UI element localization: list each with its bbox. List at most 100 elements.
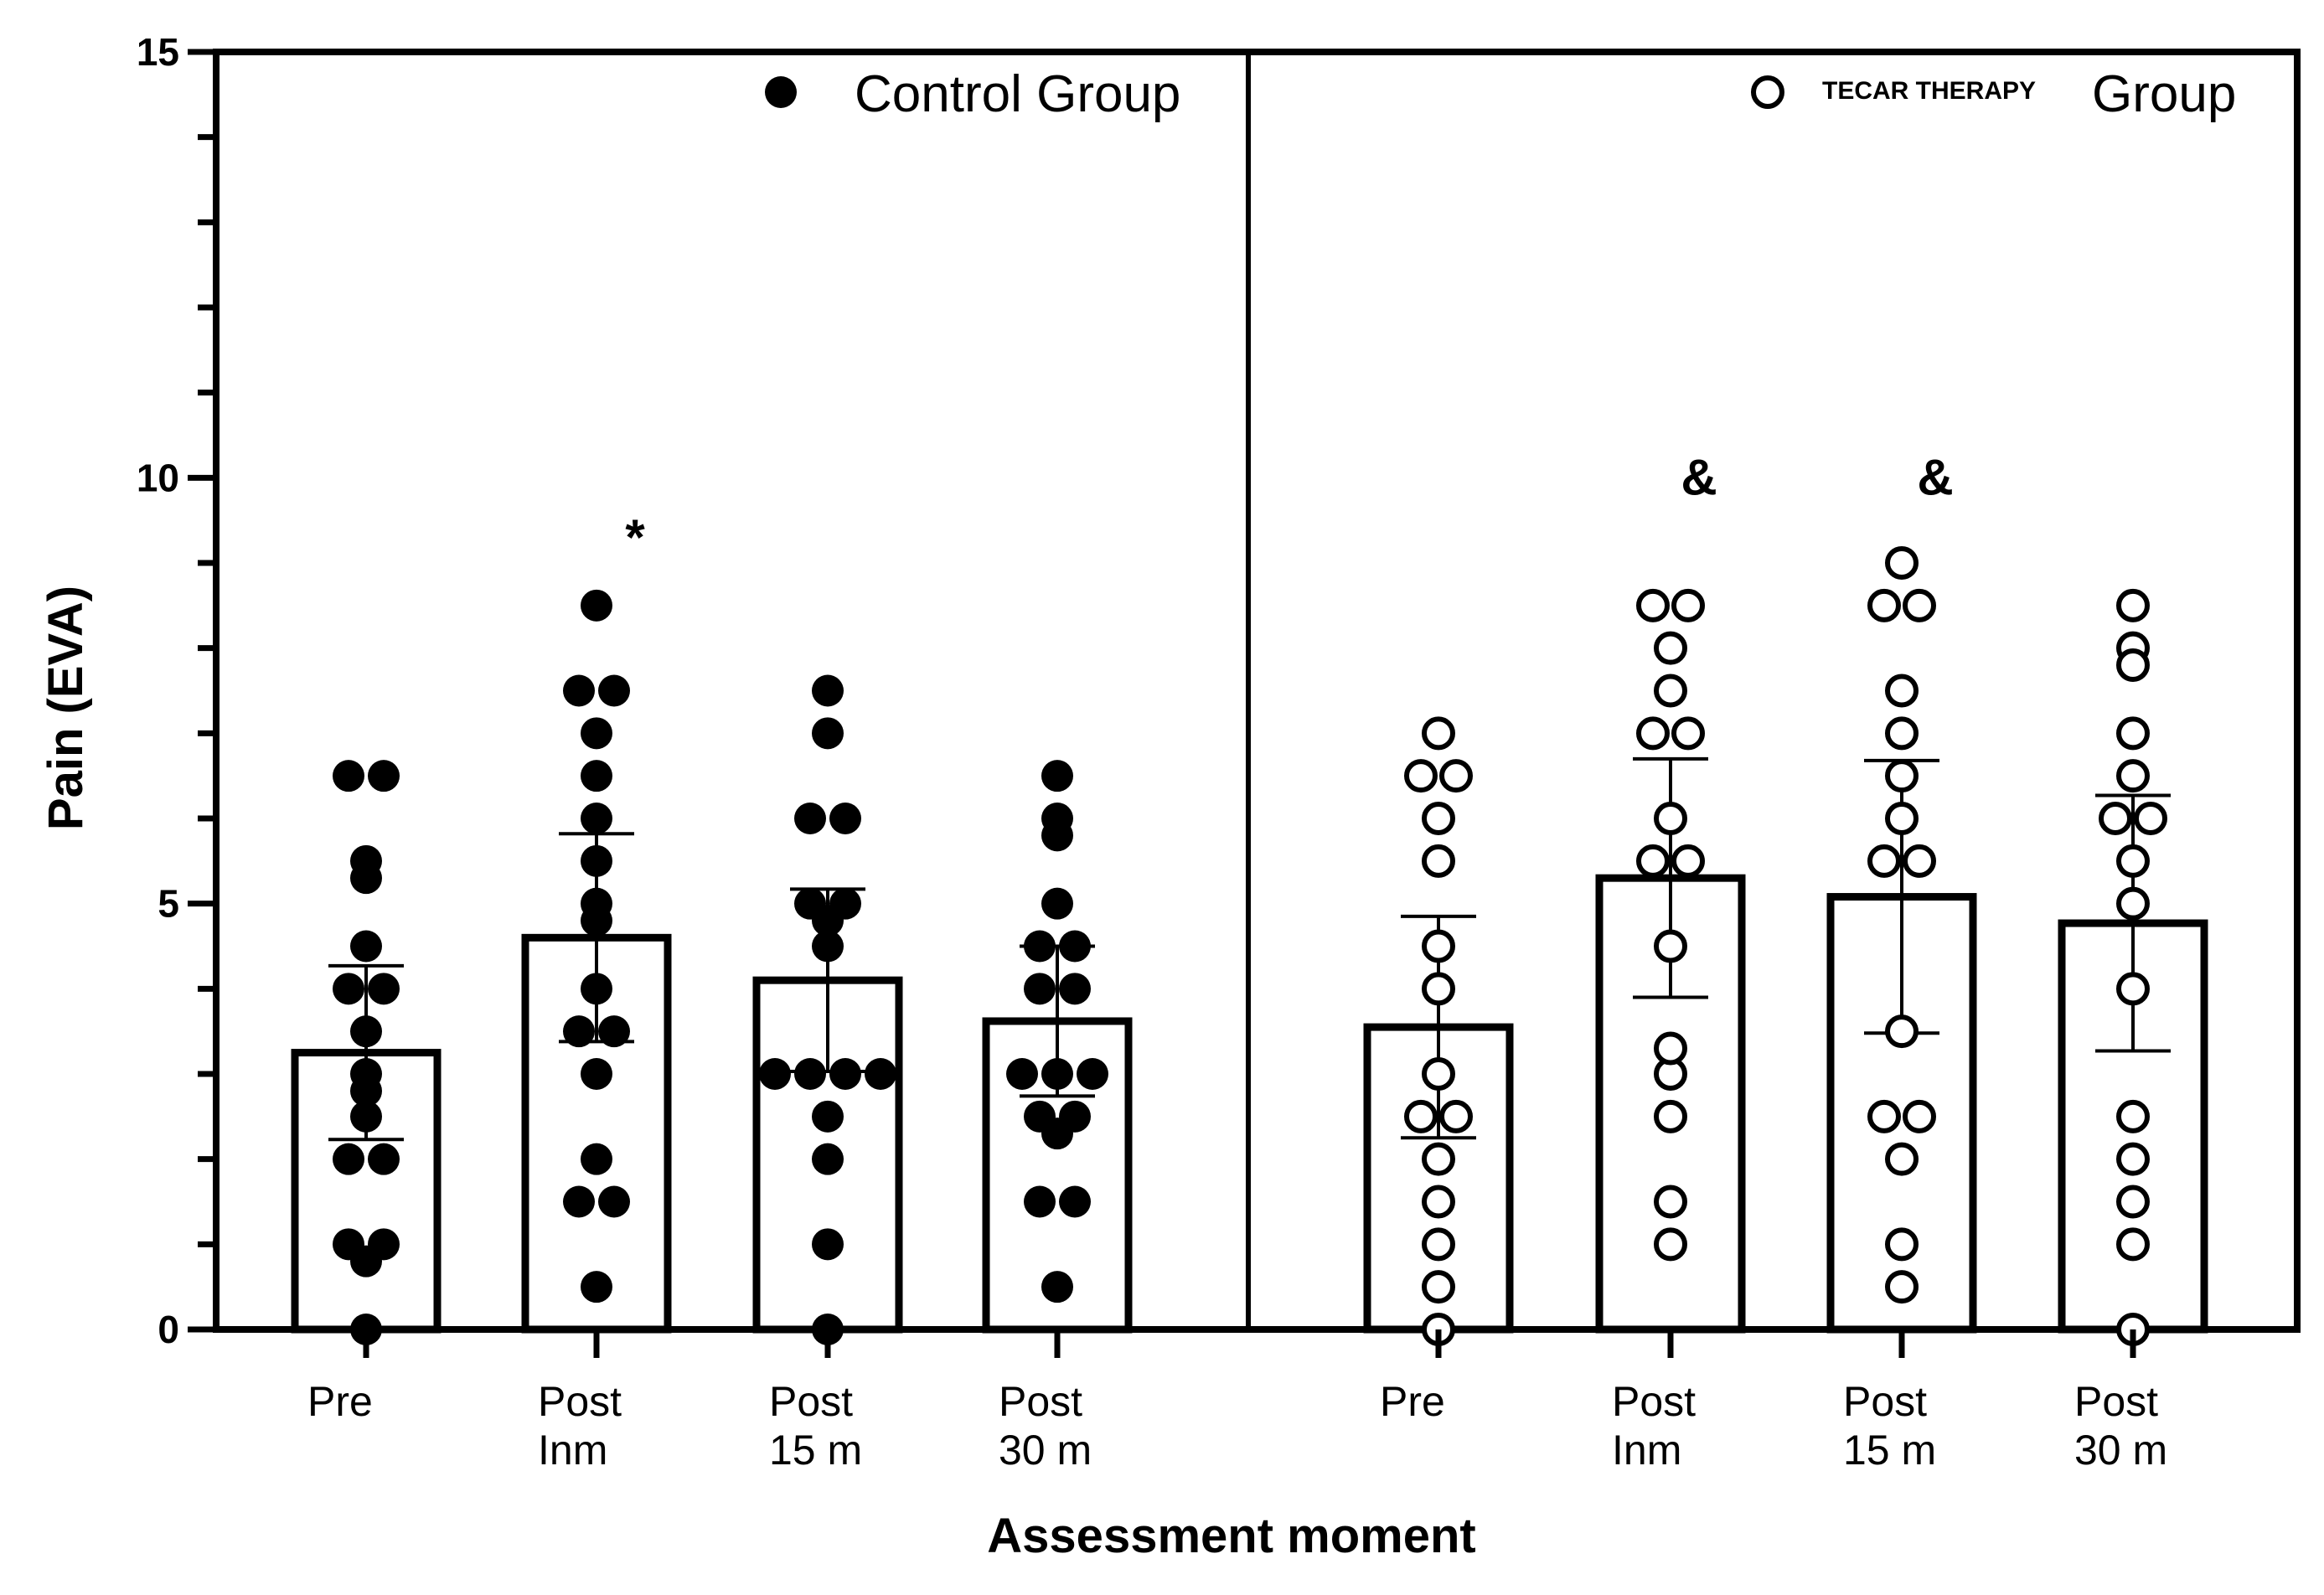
data-point [812,930,844,963]
data-point [563,674,595,707]
data-point [1885,674,1919,708]
data-point [350,1015,382,1048]
data-point [581,589,612,622]
data-point [1636,716,1670,751]
data-point [1059,973,1091,1005]
data-point [1422,1270,1455,1304]
data-point [1885,546,1919,580]
y-tick-label: 10 [137,456,179,499]
data-point [581,1058,612,1090]
y-tick-label: 0 [158,1308,179,1351]
data-point [1636,844,1670,878]
data-point [598,1015,630,1048]
data-point [333,1143,364,1175]
significance-annotation: & [1681,450,1717,506]
data-point [1422,802,1455,835]
data-point [865,1058,896,1090]
x-tick-label-line: 15 m [769,1427,862,1474]
data-point [1654,802,1687,835]
data-point [1439,759,1473,793]
data-point [1041,1271,1073,1303]
x-axis-title: Assessment moment [987,1509,1475,1563]
data-point [1654,1227,1687,1262]
data-point [581,1271,612,1303]
data-point [563,1185,595,1218]
data-point [1885,759,1919,793]
data-point [1059,1185,1091,1218]
data-point [1422,929,1455,963]
data-point [581,844,612,877]
data-point [1867,588,1901,622]
data-point [1422,844,1455,878]
x-tick-label: Pre [1380,1378,1445,1425]
data-point [1422,1185,1455,1219]
x-tick-label-line: Pre [1380,1378,1445,1425]
data-point [794,803,826,834]
data-point [333,973,364,1005]
x-tick-label-line: 30 m [2074,1427,2167,1474]
data-point [581,803,612,834]
x-tick-label: Post 30 m [999,1378,1092,1474]
x-tick-label: Post 15 m [1843,1378,1936,1474]
legend-tecar-group-label: Group [2092,65,2236,123]
legend-control-marker [765,76,797,108]
x-tick-label: Post 30 m [2074,1378,2167,1474]
data-point [1059,930,1091,963]
data-point [1422,1057,1455,1091]
data-point [1422,972,1455,1006]
data-point [812,1143,844,1175]
data-point [1041,760,1073,792]
data-point [1903,588,1936,622]
data-point [350,1075,382,1107]
data-point [1885,1014,1919,1049]
y-axis: 0 5 10 15 [137,30,216,1351]
data-point [368,973,400,1005]
y-tick-label: 5 [158,882,179,926]
data-point [1422,1227,1455,1262]
data-point [2116,844,2150,878]
data-point [1654,1099,1687,1133]
x-tick-label: Post Inm [1612,1378,1696,1474]
data-point [2116,716,2150,751]
x-tick-label-line: 30 m [999,1427,1092,1474]
data-point [1422,1142,1455,1176]
data-point [1903,844,1936,878]
data-point [1867,844,1901,878]
data-point [1041,1118,1073,1150]
data-point [2134,802,2167,835]
data-point [1439,1099,1473,1133]
data-point [1041,887,1073,920]
data-point [812,905,844,937]
data-point [2116,588,2150,622]
data-point [2116,1142,2150,1176]
data-point [794,1058,826,1090]
data-point [2116,972,2150,1006]
data-point [759,1058,791,1090]
data-point [350,930,382,963]
data-point [1885,1142,1919,1176]
data-point [1671,588,1705,622]
data-point [1885,716,1919,751]
data-point [581,905,612,937]
data-point [598,1185,630,1218]
points-layer [333,546,2167,1346]
bar [521,933,672,1334]
x-tick-label-line: Inm [1612,1427,1681,1474]
data-point [1654,674,1687,708]
data-point [812,674,844,707]
x-tick-label-line: Post [538,1378,622,1425]
data-point [563,1015,595,1048]
x-tick-label-line: Post [1612,1378,1696,1425]
data-point [2116,648,2150,682]
data-point [1885,802,1919,835]
x-tick-label-line: Post [999,1378,1082,1425]
data-point [1077,1058,1108,1090]
data-point [1404,759,1438,793]
data-point [2116,886,2150,921]
legend-tecar-marker [1751,75,1784,109]
data-point [812,1228,844,1261]
data-point [1636,588,1670,622]
annotations-layer: * & & [625,450,1953,565]
y-axis-title: Pain (EVA) [39,586,93,830]
